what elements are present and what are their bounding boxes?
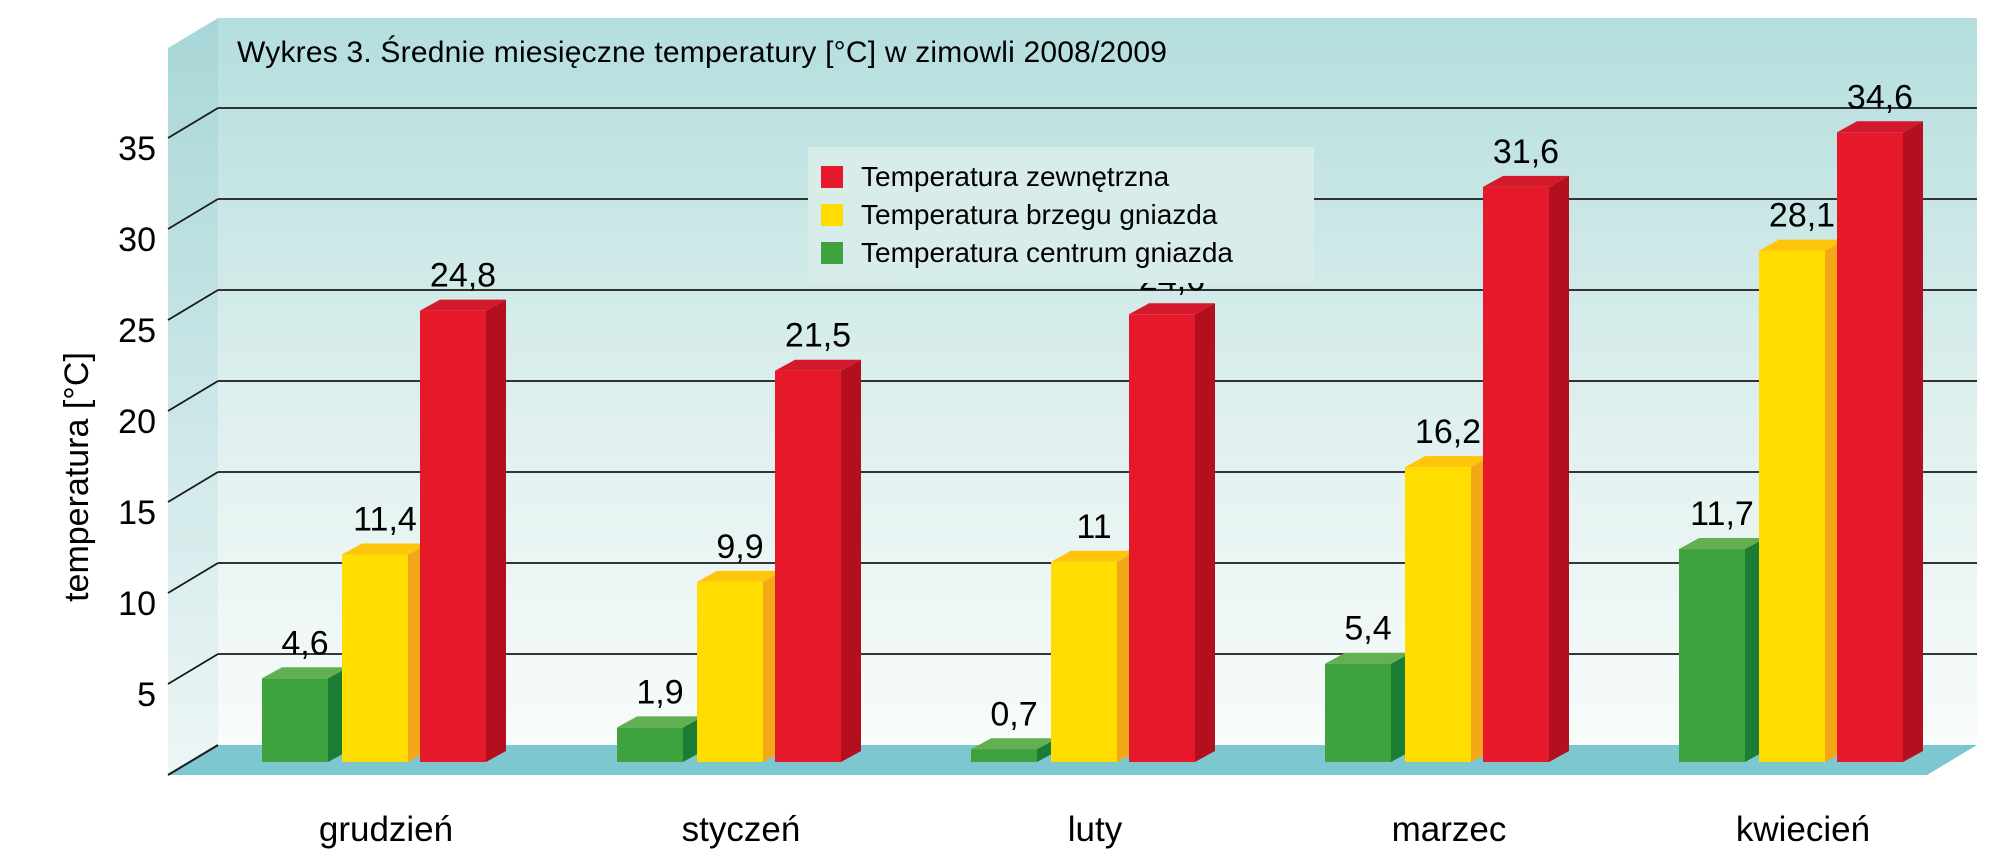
- bar-top-face: [775, 359, 861, 371]
- bar-side-face: [1195, 303, 1215, 762]
- bar-luty-s2: [971, 738, 1057, 762]
- bar-front-face: [1483, 186, 1549, 762]
- bar-top-face: [262, 667, 348, 679]
- bar-value-label: 5,4: [1344, 610, 1391, 648]
- bar-kwiecień-s0: [1837, 121, 1923, 762]
- y-axis-tick: [167, 562, 219, 594]
- y-axis-tick: [167, 471, 219, 503]
- bar-top-face: [1483, 175, 1569, 187]
- bar-front-face: [1051, 561, 1117, 762]
- y-axis-tick-label: 20: [118, 403, 156, 441]
- bar-styczeń-s1: [697, 570, 783, 762]
- bar-front-face: [262, 678, 328, 762]
- bar-front-face: [1759, 250, 1825, 762]
- bar-value-label: 4,6: [281, 624, 328, 662]
- bar-top-face: [1129, 303, 1215, 315]
- bar-value-label: 11: [1076, 508, 1111, 546]
- y-axis-tick-label: 35: [118, 130, 156, 168]
- bar-front-face: [697, 581, 763, 762]
- bar-front-face: [420, 310, 486, 762]
- y-axis-tick: [167, 380, 219, 412]
- bar-value-label: 11,4: [353, 501, 417, 539]
- legend-label: Temperatura zewnętrzna: [861, 161, 1170, 192]
- y-axis-tick: [167, 653, 219, 685]
- legend-item: Temperatura zewnętrzna: [821, 158, 1314, 196]
- x-axis-line: [167, 744, 219, 776]
- bar-styczeń-s2: [617, 716, 703, 762]
- bar-value-label: 16,2: [1415, 413, 1481, 451]
- bar-luty-s1: [1051, 550, 1137, 762]
- bar-top-face: [1051, 550, 1137, 562]
- y-axis-tick-label: 5: [137, 676, 156, 714]
- bar-grudzień-s2: [262, 667, 348, 762]
- legend: Temperatura zewnętrzna Temperatura brzeg…: [808, 147, 1314, 283]
- bar-kwiecień-s2: [1679, 538, 1765, 762]
- legend-item: Temperatura centrum gniazda: [821, 234, 1314, 272]
- bar-value-label: 28,1: [1769, 197, 1835, 235]
- x-axis-label: kwiecień: [1736, 810, 1870, 849]
- bar-top-face: [1759, 239, 1845, 251]
- bar-front-face: [617, 727, 683, 762]
- bar-side-face: [1549, 175, 1569, 762]
- bar-value-label: 9,9: [716, 528, 763, 566]
- bar-top-face: [971, 738, 1057, 750]
- bar-luty-s0: [1129, 303, 1215, 762]
- bar-front-face: [342, 554, 408, 762]
- bar-value-label: 21,5: [785, 317, 851, 355]
- x-axis-label: marzec: [1392, 810, 1507, 849]
- bar-front-face: [1837, 132, 1903, 762]
- bar-top-face: [697, 570, 783, 582]
- bar-value-label: 31,6: [1493, 133, 1559, 171]
- bar-front-face: [1679, 549, 1745, 762]
- y-axis-tick: [167, 198, 219, 230]
- x-axis-label: styczeń: [682, 810, 801, 849]
- bar-front-face: [1129, 314, 1195, 762]
- legend-label: Temperatura centrum gniazda: [861, 237, 1233, 268]
- legend-item: Temperatura brzegu gniazda: [821, 196, 1314, 234]
- bar-front-face: [1405, 467, 1471, 762]
- bar-side-face: [1903, 121, 1923, 762]
- bar-top-face: [1325, 652, 1411, 664]
- bar-kwiecień-s1: [1759, 239, 1845, 762]
- y-axis-title: temperatura [°C]: [58, 352, 96, 602]
- bar-value-label: 34,6: [1847, 78, 1913, 116]
- bar-top-face: [617, 716, 703, 728]
- bar-grudzień-s0: [420, 299, 506, 762]
- bar-styczeń-s0: [775, 359, 861, 762]
- y-axis-tick-label: 25: [118, 312, 156, 350]
- bar-top-face: [1679, 538, 1765, 550]
- bar-top-face: [1837, 121, 1923, 133]
- y-axis-tick-label: 30: [118, 221, 156, 259]
- legend-label: Temperatura brzegu gniazda: [861, 199, 1218, 230]
- bar-front-face: [1325, 663, 1391, 762]
- y-axis-tick: [167, 289, 219, 321]
- bar-marzec-s0: [1483, 175, 1569, 762]
- x-axis-label: grudzień: [319, 810, 453, 849]
- bar-value-label: 0,7: [990, 695, 1037, 733]
- chart-title: Wykres 3. Średnie miesięczne temperatury…: [237, 36, 1168, 69]
- bar-top-face: [1405, 456, 1491, 468]
- bar-side-face: [486, 299, 506, 762]
- bar-marzec-s1: [1405, 456, 1491, 762]
- bar-value-label: 24,8: [430, 257, 496, 295]
- legend-swatch-temperatura-zewnetrzna: [821, 166, 843, 188]
- bar-front-face: [775, 370, 841, 762]
- bar-value-label: 11,7: [1690, 495, 1754, 533]
- bar-top-face: [420, 299, 506, 311]
- bar-front-face: [971, 749, 1037, 762]
- bar-value-label: 1,9: [636, 673, 683, 711]
- bar-marzec-s2: [1325, 652, 1411, 762]
- bar-side-face: [841, 359, 861, 762]
- y-axis-tick-label: 10: [118, 585, 156, 623]
- legend-swatch-temperatura-centrum-gniazda: [821, 242, 843, 264]
- bar-top-face: [342, 543, 428, 555]
- x-axis-label: luty: [1068, 810, 1123, 849]
- y-axis-tick: [167, 107, 219, 139]
- legend-swatch-temperatura-brzegu-gniazda: [821, 204, 843, 226]
- y-axis-tick-label: 15: [118, 494, 156, 532]
- bar-grudzień-s1: [342, 543, 428, 762]
